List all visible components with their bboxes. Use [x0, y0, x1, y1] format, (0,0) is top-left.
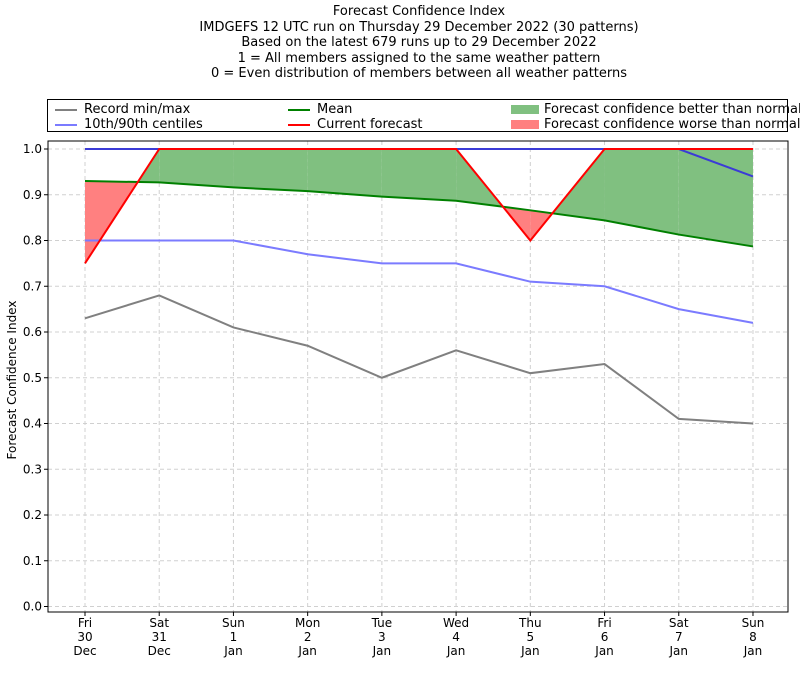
- x-tick-label: 2: [304, 630, 312, 644]
- fill-better-segment: [552, 149, 605, 221]
- legend-mean: Mean: [288, 102, 352, 117]
- legend-record-label: Record min/max: [84, 102, 191, 117]
- x-tick-label: 31: [152, 630, 167, 644]
- line-layer: [84, 148, 754, 425]
- legend-better: Forecast confidence better than normal: [511, 102, 800, 117]
- legend-current: Current forecast: [288, 117, 423, 132]
- legend-worse-label: Forecast confidence worse than normal: [544, 117, 800, 132]
- chart-legend: Record min/max 10th/90th centiles Mean C…: [47, 99, 800, 132]
- x-tick-label: Jan: [743, 644, 763, 658]
- legend-mean-label: Mean: [317, 102, 353, 117]
- legend-record-swatch: [55, 108, 77, 111]
- x-tick-label: 6: [601, 630, 609, 644]
- fill-better-segment: [159, 149, 234, 188]
- legend-centiles-swatch: [55, 123, 77, 126]
- axes-layer: 0.00.10.20.30.40.50.60.70.80.91.0Fri30De…: [23, 140, 789, 658]
- x-tick-label: 7: [675, 630, 683, 644]
- y-tick-label: 0.2: [23, 508, 42, 522]
- x-tick-label: Jan: [594, 644, 614, 658]
- series-line-p10: [85, 239, 754, 324]
- series-line-current: [84, 148, 753, 264]
- chart-title: Forecast Confidence Index: [332, 4, 506, 19]
- legend-better-swatch: [511, 105, 539, 114]
- fill-better-segment: [307, 149, 382, 197]
- x-tick-label: Sun: [742, 616, 765, 630]
- x-tick-label: Sat: [669, 616, 689, 630]
- x-tick-label: Fri: [597, 616, 611, 630]
- legend-current-swatch: [288, 123, 310, 126]
- y-tick-label: 0.5: [23, 371, 42, 385]
- x-tick-label: Sat: [149, 616, 169, 630]
- y-tick-label: 0.1: [23, 554, 42, 568]
- x-tick-label: Fri: [78, 616, 92, 630]
- chart-subtitle-run: IMDGEFS 12 UTC run on Thursday 29 Decemb…: [199, 19, 639, 35]
- fill-layer: [85, 149, 753, 264]
- x-tick-label: Sun: [222, 616, 245, 630]
- legend-better-label: Forecast confidence better than normal: [544, 102, 800, 117]
- y-tick-label: 0.7: [23, 279, 42, 293]
- chart-titles: Forecast Confidence Index IMDGEFS 12 UTC…: [0, 4, 800, 82]
- x-tick-label: 5: [526, 630, 534, 644]
- y-tick-label: 0.6: [23, 325, 42, 339]
- y-tick-label: 0.3: [23, 462, 42, 476]
- legend-record: Record min/max: [55, 102, 190, 117]
- series-line-mean: [84, 180, 754, 248]
- y-tick-label: 0.0: [23, 600, 42, 614]
- x-tick-label: Jan: [446, 644, 466, 658]
- chart-subtitle-one: 1 = All members assigned to the same wea…: [237, 50, 601, 66]
- chart-subtitle-zero: 0 = Even distribution of members between…: [210, 66, 628, 81]
- legend-centiles-label: 10th/90th centiles: [84, 117, 203, 132]
- y-tick-label: 0.9: [23, 188, 42, 202]
- fill-better-segment: [381, 149, 457, 201]
- plot-frame: [47, 140, 789, 613]
- x-tick-label: Jan: [297, 644, 317, 658]
- x-tick-label: Tue: [371, 616, 393, 630]
- x-tick-label: Dec: [148, 644, 171, 658]
- legend-centiles: 10th/90th centiles: [55, 117, 203, 132]
- x-tick-label: 1: [230, 630, 238, 644]
- x-tick-label: Jan: [520, 644, 540, 658]
- legend-mean-swatch: [288, 108, 310, 111]
- x-tick-label: 30: [77, 630, 92, 644]
- y-tick-label: 1.0: [23, 142, 42, 156]
- x-tick-label: Thu: [518, 616, 542, 630]
- legend-current-label: Current forecast: [317, 117, 423, 132]
- fill-better-segment: [604, 149, 679, 235]
- x-tick-label: Jan: [223, 644, 243, 658]
- fill-better-segment: [233, 149, 308, 192]
- series-line-record_min: [84, 294, 754, 425]
- x-tick-label: Jan: [372, 644, 392, 658]
- x-tick-label: Jan: [669, 644, 689, 658]
- legend-worse-swatch: [511, 120, 539, 129]
- x-tick-label: 8: [749, 630, 757, 644]
- y-axis-label: Forecast Confidence Index: [5, 301, 19, 460]
- x-tick-label: Wed: [443, 616, 469, 630]
- x-tick-label: Dec: [73, 644, 96, 658]
- x-tick-label: Mon: [295, 616, 320, 630]
- legend-worse: Forecast confidence worse than normal: [511, 117, 800, 132]
- chart-subtitle-basis: Based on the latest 679 runs up to 29 De…: [241, 35, 597, 50]
- fill-better-segment: [678, 149, 753, 247]
- x-tick-label: 3: [378, 630, 386, 644]
- x-tick-label: 4: [452, 630, 460, 644]
- y-tick-label: 0.4: [23, 417, 42, 431]
- y-tick-label: 0.8: [23, 234, 42, 248]
